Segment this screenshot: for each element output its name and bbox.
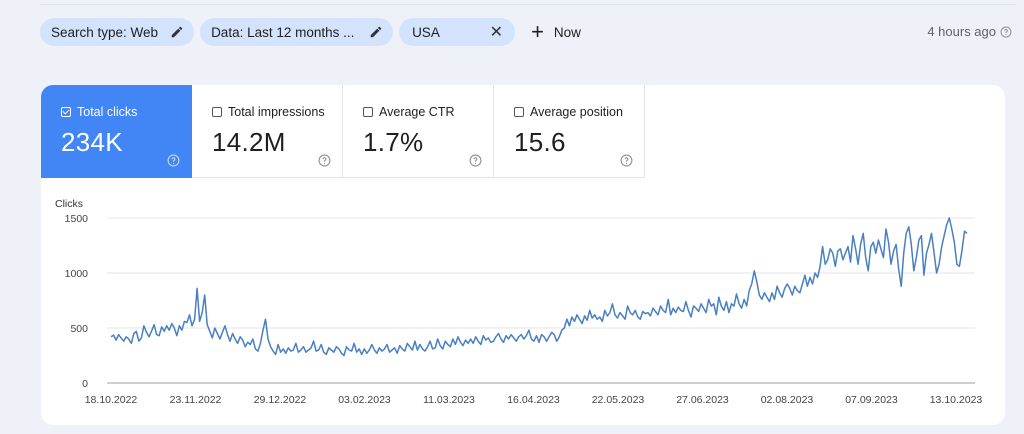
add-filter-button[interactable]: + Now (531, 19, 581, 44)
help-circle-icon[interactable] (1000, 26, 1012, 38)
y-tick-label: 0 (82, 378, 88, 390)
metric-average-position[interactable]: Average position 15.6 (494, 85, 645, 178)
metric-label: Average position (530, 105, 623, 119)
metric-value: 234K (61, 127, 123, 157)
edit-pencil-icon[interactable] (369, 25, 383, 39)
y-tick-label: 1000 (65, 268, 89, 280)
x-tick-label: 27.06.2023 (676, 394, 729, 406)
x-tick-label: 13.10.2023 (930, 394, 983, 406)
metric-total-impressions[interactable]: Total impressions 14.2M (192, 85, 343, 178)
x-tick-label: 18.10.2022 (85, 394, 138, 406)
metric-tabs: Total clicks 234K Total impressions 14.2… (41, 85, 645, 178)
metric-value: 1.7% (363, 127, 424, 157)
x-tick-label: 03.02.2023 (338, 394, 391, 406)
add-filter-label: Now (553, 24, 581, 40)
last-updated-text: 4 hours ago (927, 24, 996, 39)
metric-total-clicks[interactable]: Total clicks 234K (41, 85, 192, 178)
x-tick-label: 16.04.2023 (507, 394, 560, 406)
y-tick-label: 1500 (65, 213, 89, 225)
plus-icon: + (531, 19, 544, 44)
checkbox-icon[interactable] (363, 107, 373, 117)
search-type-label: Search type: Web (51, 24, 159, 40)
help-circle-icon[interactable] (167, 154, 180, 167)
help-circle-icon[interactable] (620, 154, 633, 167)
country-chip[interactable]: USA ✕ (399, 18, 516, 46)
close-icon[interactable]: ✕ (489, 24, 504, 41)
edit-pencil-icon[interactable] (170, 25, 184, 39)
filter-bar: Search type: Web Data: Last 12 months ..… (40, 18, 581, 46)
x-tick-label: 23.11.2022 (170, 394, 222, 406)
metric-label: Total clicks (77, 105, 138, 119)
date-range-chip[interactable]: Data: Last 12 months ... (200, 18, 394, 46)
metric-label: Average CTR (379, 105, 455, 119)
x-tick-label: 29.12.2022 (254, 394, 307, 406)
help-circle-icon[interactable] (318, 154, 331, 167)
date-range-label: Data: Last 12 months ... (211, 24, 355, 40)
y-axis-label: Clicks (55, 198, 83, 210)
x-tick-label: 22.05.2023 (592, 394, 645, 406)
metric-value: 14.2M (212, 127, 286, 157)
x-tick-label: 07.09.2023 (845, 394, 898, 406)
help-circle-icon[interactable] (469, 154, 482, 167)
checkbox-checked-icon[interactable] (61, 107, 71, 117)
x-tick-label: 02.08.2023 (761, 394, 814, 406)
country-label: USA (412, 24, 440, 40)
clicks-series-line (110, 217, 968, 357)
metric-value: 15.6 (514, 127, 566, 157)
top-divider (40, 4, 1016, 5)
metric-average-ctr[interactable]: Average CTR 1.7% (343, 85, 494, 178)
search-type-chip[interactable]: Search type: Web (40, 18, 195, 46)
x-tick-label: 11.03.2023 (423, 394, 475, 406)
last-updated: 4 hours ago (927, 24, 1012, 39)
checkbox-icon[interactable] (212, 107, 222, 117)
clicks-line-chart: Clicks 1500 1000 500 0 18.10.2022 23.11.2022 29… (55, 198, 983, 406)
performance-card: Clicks 1500 1000 500 0 18.10.2022 23.11.2022 29… (41, 85, 1005, 425)
y-tick-label: 500 (70, 323, 88, 335)
checkbox-icon[interactable] (514, 107, 524, 117)
metric-label: Total impressions (228, 105, 325, 119)
